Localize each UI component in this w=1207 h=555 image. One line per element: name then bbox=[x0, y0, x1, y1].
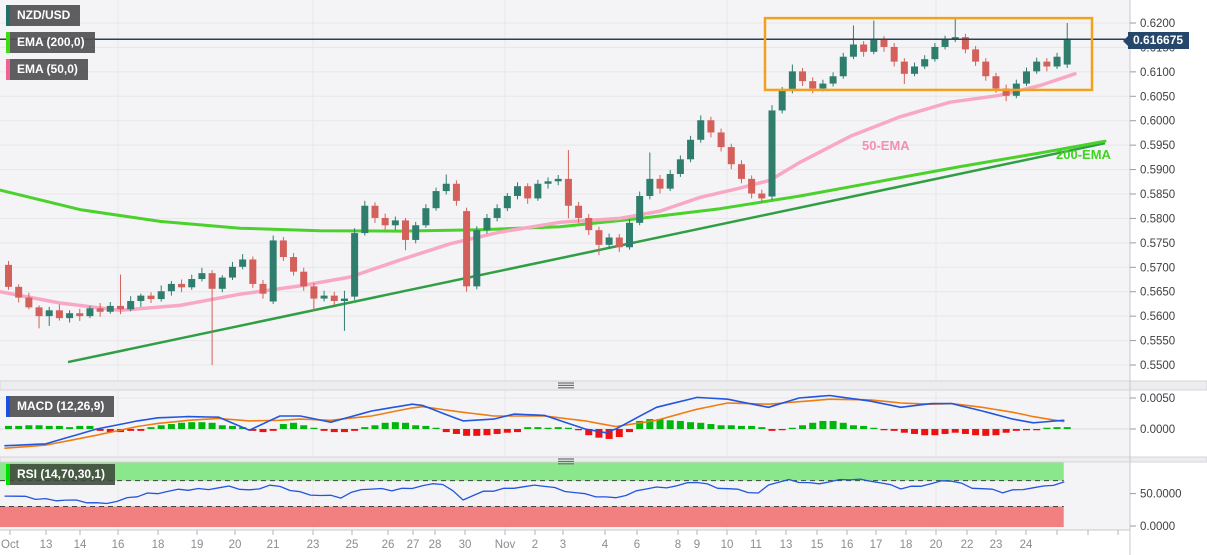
ema50-annotation: 50-EMA bbox=[862, 138, 910, 153]
legend-ema50[interactable]: EMA (50,0) bbox=[6, 59, 88, 80]
svg-text:Oct: Oct bbox=[1, 539, 20, 551]
price-axis-labels: 0.62000.61500.61000.60500.60000.59500.59… bbox=[1130, 18, 1182, 533]
svg-text:25: 25 bbox=[346, 539, 359, 551]
svg-text:2: 2 bbox=[532, 539, 538, 551]
time-axis-labels: Oct 13 14 16 18 19 20 21 23 25 26 27 28 30 Nov 2 3 4 6 8 9 10… bbox=[1, 530, 1119, 551]
splitter-main-macd[interactable] bbox=[0, 380, 1207, 391]
svg-text:50.0000: 50.0000 bbox=[1140, 489, 1182, 501]
trendline[interactable] bbox=[67, 141, 1106, 364]
svg-text:22: 22 bbox=[961, 539, 974, 551]
svg-text:24: 24 bbox=[1020, 539, 1033, 551]
svg-text:20: 20 bbox=[229, 539, 242, 551]
svg-text:18: 18 bbox=[152, 539, 165, 551]
svg-text:13: 13 bbox=[40, 539, 53, 551]
svg-text:0.5700: 0.5700 bbox=[1140, 262, 1175, 274]
macd-histogram bbox=[5, 419, 1071, 439]
highlight-box[interactable] bbox=[763, 16, 1094, 92]
svg-text:0.5900: 0.5900 bbox=[1140, 165, 1175, 177]
svg-text:23: 23 bbox=[990, 539, 1003, 551]
svg-text:18: 18 bbox=[900, 539, 913, 551]
legend-ema200-label: EMA (200,0) bbox=[17, 35, 85, 49]
svg-text:9: 9 bbox=[694, 539, 700, 551]
svg-text:Nov: Nov bbox=[495, 539, 516, 551]
svg-text:0.5800: 0.5800 bbox=[1140, 213, 1175, 225]
legend-macd-label: MACD (12,26,9) bbox=[17, 399, 105, 413]
svg-text:15: 15 bbox=[811, 539, 824, 551]
svg-text:19: 19 bbox=[191, 539, 204, 551]
svg-text:13: 13 bbox=[780, 539, 793, 551]
rsi-overbought-band bbox=[0, 462, 1064, 481]
svg-text:0.0050: 0.0050 bbox=[1140, 393, 1175, 405]
symbol-badge[interactable]: NZD/USD bbox=[6, 5, 81, 26]
svg-text:0.6000: 0.6000 bbox=[1140, 116, 1175, 128]
svg-text:0.5600: 0.5600 bbox=[1140, 311, 1175, 323]
symbol-label: NZD/USD bbox=[17, 8, 71, 22]
pane-macd[interactable] bbox=[0, 390, 1130, 457]
svg-text:30: 30 bbox=[459, 539, 472, 551]
svg-text:0.6100: 0.6100 bbox=[1140, 67, 1175, 79]
last-price-badge: 0.616675 bbox=[1122, 32, 1190, 49]
svg-text:10: 10 bbox=[721, 539, 734, 551]
rsi-line bbox=[4, 478, 1065, 505]
svg-text:23: 23 bbox=[307, 539, 320, 551]
svg-text:20: 20 bbox=[930, 539, 943, 551]
legend-ema200[interactable]: EMA (200,0) bbox=[6, 32, 95, 53]
ema200-annotation: 200-EMA bbox=[1056, 147, 1111, 162]
svg-text:4: 4 bbox=[602, 539, 609, 551]
legend-ema50-label: EMA (50,0) bbox=[17, 62, 78, 76]
legend-macd[interactable]: MACD (12,26,9) bbox=[6, 396, 115, 417]
svg-text:0.5750: 0.5750 bbox=[1140, 238, 1175, 250]
macd-lines bbox=[4, 394, 1065, 449]
svg-text:27: 27 bbox=[407, 539, 420, 551]
splitter-macd-rsi[interactable] bbox=[0, 456, 1207, 465]
svg-text:0.5550: 0.5550 bbox=[1140, 336, 1175, 348]
svg-text:16: 16 bbox=[841, 539, 854, 551]
svg-text:0.5500: 0.5500 bbox=[1140, 360, 1175, 372]
svg-text:0.5950: 0.5950 bbox=[1140, 140, 1175, 152]
svg-text:0.0000: 0.0000 bbox=[1140, 521, 1175, 533]
ema-lines bbox=[0, 72, 1107, 313]
svg-text:0.6200: 0.6200 bbox=[1140, 18, 1175, 30]
price-axis-column[interactable] bbox=[1130, 0, 1207, 555]
svg-text:26: 26 bbox=[382, 539, 395, 551]
svg-text:11: 11 bbox=[750, 539, 762, 551]
svg-text:16: 16 bbox=[112, 539, 125, 551]
rsi-oversold-band bbox=[0, 506, 1064, 527]
svg-text:6: 6 bbox=[634, 539, 640, 551]
svg-text:0.6050: 0.6050 bbox=[1140, 91, 1175, 103]
svg-text:14: 14 bbox=[74, 539, 87, 551]
legend-rsi-label: RSI (14,70,30,1) bbox=[17, 467, 106, 481]
legend-rsi[interactable]: RSI (14,70,30,1) bbox=[6, 464, 116, 485]
time-axis-strip[interactable] bbox=[0, 530, 1130, 555]
svg-text:28: 28 bbox=[429, 539, 442, 551]
svg-text:0.5650: 0.5650 bbox=[1140, 287, 1175, 299]
svg-text:17: 17 bbox=[870, 539, 883, 551]
svg-text:21: 21 bbox=[267, 539, 280, 551]
svg-text:3: 3 bbox=[560, 539, 566, 551]
svg-text:0.0000: 0.0000 bbox=[1140, 424, 1175, 436]
svg-text:0.5850: 0.5850 bbox=[1140, 189, 1175, 201]
svg-text:8: 8 bbox=[675, 539, 681, 551]
